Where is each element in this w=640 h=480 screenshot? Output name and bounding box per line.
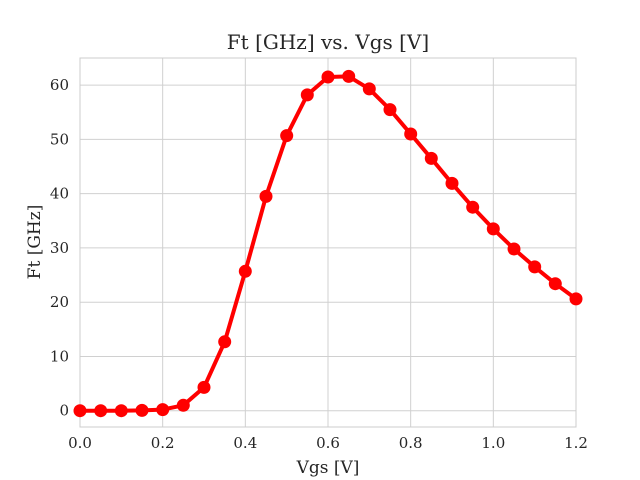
y-tick-label: 60: [50, 76, 69, 94]
x-tick-label: 1.0: [481, 434, 505, 452]
data-point: [218, 335, 232, 349]
y-tick-label: 0: [59, 402, 69, 420]
series-layer: [73, 69, 583, 418]
x-tick-label: 0.0: [68, 434, 92, 452]
data-point: [445, 176, 459, 190]
data-point: [135, 403, 149, 417]
x-axis-label: Vgs [V]: [296, 458, 360, 478]
y-tick-label: 40: [50, 185, 69, 203]
y-tick-label: 50: [50, 130, 69, 148]
y-tick-label: 10: [50, 347, 69, 365]
data-point: [114, 404, 128, 418]
data-point: [156, 403, 170, 417]
data-point: [259, 189, 273, 203]
data-point: [342, 69, 356, 83]
x-tick-label: 1.2: [564, 434, 588, 452]
x-tick-label: 0.8: [399, 434, 423, 452]
data-point: [362, 82, 376, 96]
grid: [79, 58, 577, 427]
data-point: [321, 70, 335, 84]
data-point: [197, 380, 211, 394]
data-point: [73, 404, 87, 418]
data-point: [569, 292, 583, 306]
data-point: [507, 242, 521, 256]
data-point: [238, 264, 252, 278]
x-tick-label: 0.4: [233, 434, 257, 452]
data-point: [424, 151, 438, 165]
data-point: [280, 129, 294, 143]
plot-frame: [79, 57, 577, 428]
y-axis-label: Ft [GHz]: [25, 205, 45, 280]
data-point: [548, 277, 562, 291]
data-point: [94, 404, 108, 418]
x-tick-label: 0.2: [151, 434, 175, 452]
data-point: [486, 222, 500, 236]
data-point: [466, 200, 480, 214]
data-point: [528, 260, 542, 274]
data-point: [404, 127, 418, 141]
data-point: [383, 103, 397, 117]
data-point: [300, 88, 314, 102]
tick-labels: 0.0 0.2 0.4 0.6 0.8 1.0 1.2 0 10 20 30 40 50 60: [50, 76, 588, 452]
x-tick-label: 0.6: [316, 434, 340, 452]
y-tick-label: 30: [50, 239, 69, 257]
chart-title: Ft [GHz] vs. Vgs [V]: [227, 30, 429, 54]
data-point: [176, 398, 190, 412]
y-tick-label: 20: [50, 293, 69, 311]
